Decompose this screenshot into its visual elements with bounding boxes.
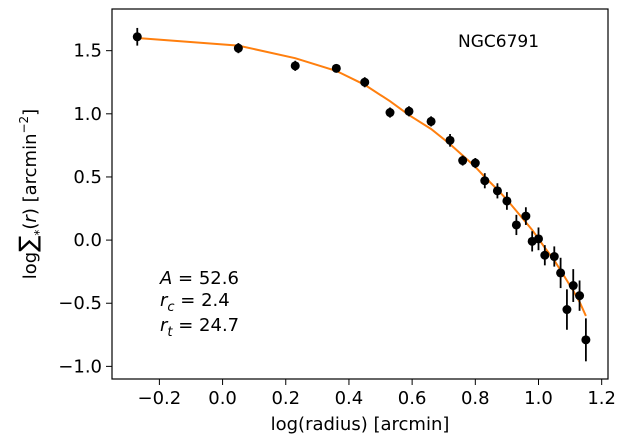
y-axis-label: log∑*(r) [arcmin−2] [14,109,46,279]
data-point [511,220,521,230]
data-points [132,32,591,345]
x-tick-label: 0.0 [208,388,237,409]
y-tick-label: 0.5 [73,167,102,188]
x-tick-label: −0.2 [138,388,182,409]
data-point [556,268,566,278]
y-axis-ticks: −1.0 −0.5 0.0 0.5 1.0 1.5 [58,41,112,377]
y-tick-label: 0.0 [73,230,102,251]
annotation-A: A = 52.6 [159,268,239,289]
plot-area [111,8,609,380]
data-point [575,291,585,301]
data-point [470,158,480,168]
x-tick-label: 0.8 [461,388,490,409]
x-axis-label: log(radius) [arcmin] [271,414,450,435]
annotation-rt: rt = 24.7 [160,315,239,340]
data-point [458,156,468,166]
data-point [426,116,436,126]
object-label: NGC6791 [458,32,539,52]
x-tick-label: 1.0 [524,388,553,409]
x-tick-label: 0.2 [271,388,300,409]
y-tick-label: −0.5 [58,293,102,314]
data-point [521,211,531,221]
data-point [492,186,502,196]
data-point [533,234,543,244]
data-point [562,305,572,315]
data-point [360,77,370,87]
x-tick-label: 0.4 [335,388,364,409]
x-tick-label: 1.2 [587,388,616,409]
data-point [331,63,341,73]
data-point [581,335,591,345]
data-point [404,106,414,116]
parameter-annotations: A = 52.6 rc = 2.4 rt = 24.7 [159,268,239,340]
data-point [480,176,490,186]
data-point [233,43,243,53]
data-point [549,252,559,262]
x-tick-label: 0.6 [398,388,427,409]
data-point [132,32,142,42]
data-point [445,135,455,145]
data-point [385,108,395,118]
data-point [540,250,550,260]
y-tick-label: 1.5 [73,41,102,62]
y-tick-label: −1.0 [58,356,102,377]
data-point [502,196,512,206]
data-point [568,281,578,291]
x-axis-ticks: −0.2 0.0 0.2 0.4 0.6 0.8 1.0 1.2 [138,379,616,409]
data-point [290,61,300,71]
y-tick-label: 1.0 [73,104,102,125]
annotation-rc: rc = 2.4 [160,290,230,315]
